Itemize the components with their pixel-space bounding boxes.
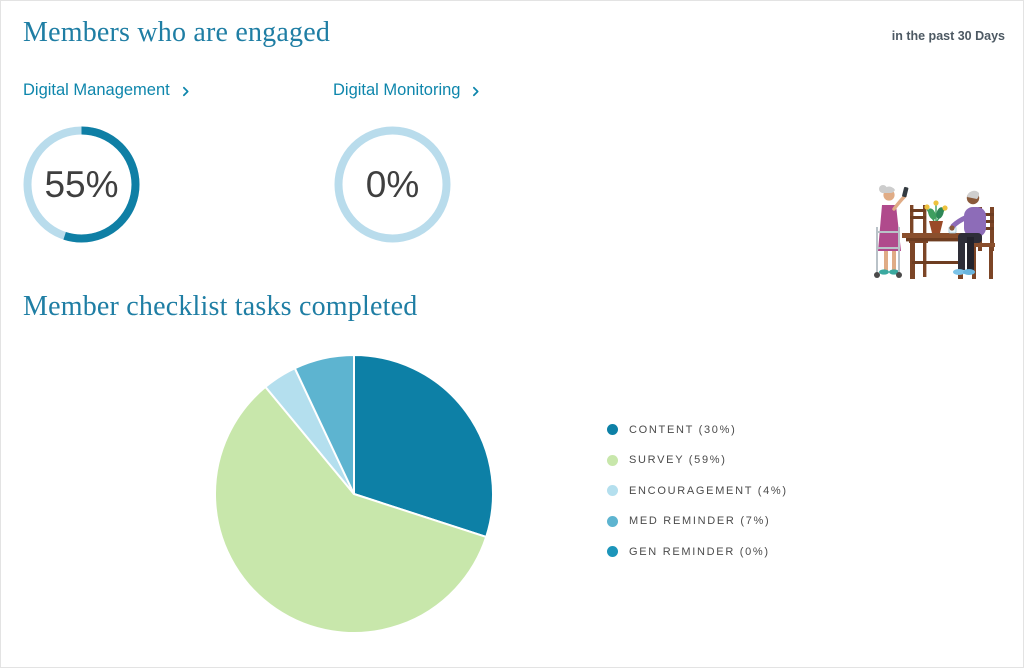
pie-legend: CONTENT (30%) SURVEY (59%) ENCOURAGEMENT (… [607,423,788,576]
digital-management-gauge: 55% [23,126,140,243]
legend-label: MED REMINDER (7%) [629,515,771,527]
digital-management-link[interactable]: Digital Management [23,81,192,100]
gauge-ring [334,126,451,243]
legend-item: CONTENT (30%) [607,423,788,436]
digital-monitoring-label: Digital Monitoring [333,81,461,99]
gauge-track [334,126,451,243]
legend-dot-icon [607,485,618,496]
gauge-value: 0% [365,163,420,205]
legend-item: GEN REMINDER (0%) [607,545,788,558]
legend-label: SURVEY (59%) [629,454,727,466]
period-label: in the past 30 Days [891,29,1005,43]
digital-monitoring-link[interactable]: Digital Monitoring [333,81,482,100]
checklist-pie-chart [214,354,494,635]
chevron-right-icon [182,86,189,96]
gauge-progress-arc [23,126,140,243]
legend-dot-icon [607,454,618,466]
legend-label: GEN REMINDER (0%) [629,545,770,558]
gauge-ring [23,126,140,243]
checklist-section-title: Member checklist tasks completed [23,291,418,322]
pie-slice-survey [214,385,488,635]
chevron-right-icon [473,86,480,96]
pie-slice-med-reminder [293,354,355,495]
legend-item: MED REMINDER (7%) [607,515,788,528]
pie-slice-content [353,354,494,538]
legend-dot-icon [607,515,618,527]
legend-label: CONTENT (30%) [629,423,737,436]
legend-item: SURVEY (59%) [607,454,788,467]
gauge-value: 55% [44,163,119,205]
digital-management-label: Digital Management [23,81,170,99]
seniors-at-table-illustration [874,185,995,279]
digital-monitoring-gauge: 0% [334,126,451,243]
page-title: Members who are engaged [23,17,331,48]
legend-item: ENCOURAGEMENT (4%) [607,484,788,497]
legend-dot-icon [607,424,618,435]
legend-dot-icon [607,546,618,557]
legend-label: ENCOURAGEMENT (4%) [629,484,788,497]
